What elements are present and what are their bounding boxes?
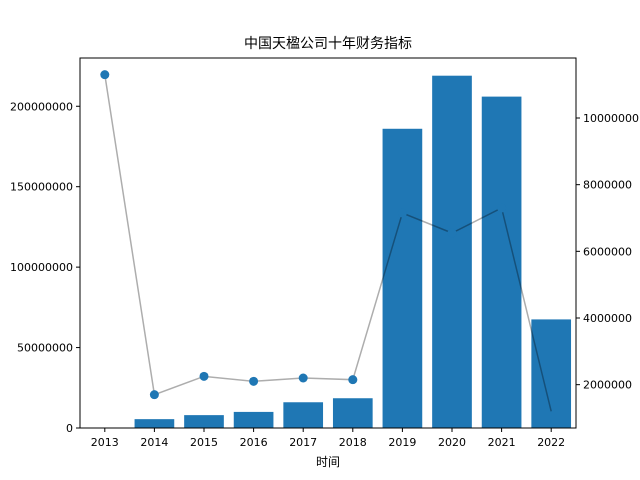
line-point-2013 bbox=[100, 70, 110, 80]
bar-2015 bbox=[184, 415, 224, 428]
bar-2016 bbox=[233, 411, 274, 428]
chart-title: 中国天楹公司十年财务指标 bbox=[244, 35, 412, 52]
x-tick-label-2018: 2018 bbox=[339, 436, 367, 449]
x-tick-label-2021: 2021 bbox=[488, 436, 516, 449]
line-point-2015 bbox=[199, 371, 209, 381]
bar-2018 bbox=[332, 398, 373, 428]
axes-layer: 2013 2014 2015 2016 2017 2018 2019 2020 2021 2022… bbox=[10, 57, 639, 449]
line-layer bbox=[100, 70, 552, 412]
y-left-tick-label-150000000: 150000000 bbox=[10, 181, 73, 194]
bar-2020 bbox=[432, 75, 472, 428]
line-point-2017 bbox=[298, 373, 308, 383]
bar-2019 bbox=[382, 128, 423, 428]
line-point-2014 bbox=[149, 390, 159, 400]
x-tick-label-2022: 2022 bbox=[537, 436, 565, 449]
line-point-2016 bbox=[249, 376, 259, 386]
x-tick-label-2020: 2020 bbox=[438, 436, 466, 449]
y-left-tick-label-50000000: 50000000 bbox=[17, 342, 73, 355]
x-tick-label-2019: 2019 bbox=[388, 436, 416, 449]
y-left-tick-label-200000000: 200000000 bbox=[10, 100, 73, 113]
x-tick-label-2017: 2017 bbox=[289, 436, 317, 449]
plot-frame bbox=[79, 57, 577, 429]
y-left-tick-label-0: 0 bbox=[66, 422, 73, 435]
x-tick-label-2015: 2015 bbox=[190, 436, 218, 449]
y-right-tick-label-2000000: 2000000 bbox=[583, 379, 632, 392]
x-axis-label: 时间 bbox=[316, 455, 340, 469]
bar-2021 bbox=[481, 96, 522, 429]
bar-2014 bbox=[134, 419, 175, 428]
bars-layer bbox=[134, 75, 572, 429]
x-tick-label-2014: 2014 bbox=[140, 436, 168, 449]
y-right-tick-label-6000000: 6000000 bbox=[583, 245, 632, 258]
y-right-tick-label-8000000: 8000000 bbox=[583, 179, 632, 192]
bar-2017 bbox=[283, 402, 324, 428]
x-tick-label-2013: 2013 bbox=[91, 436, 119, 449]
series-line bbox=[104, 74, 552, 412]
line-point-2019 bbox=[397, 208, 407, 218]
line-point-2021 bbox=[497, 203, 507, 213]
x-tick-label-2016: 2016 bbox=[240, 436, 268, 449]
bar-2022 bbox=[531, 319, 572, 428]
line-point-2020 bbox=[447, 228, 457, 238]
y-right-tick-label-10000000: 10000000 bbox=[583, 112, 639, 125]
y-left-tick-label-100000000: 100000000 bbox=[10, 261, 73, 274]
line-point-2018 bbox=[348, 375, 358, 385]
y-right-tick-label-4000000: 4000000 bbox=[583, 312, 632, 325]
